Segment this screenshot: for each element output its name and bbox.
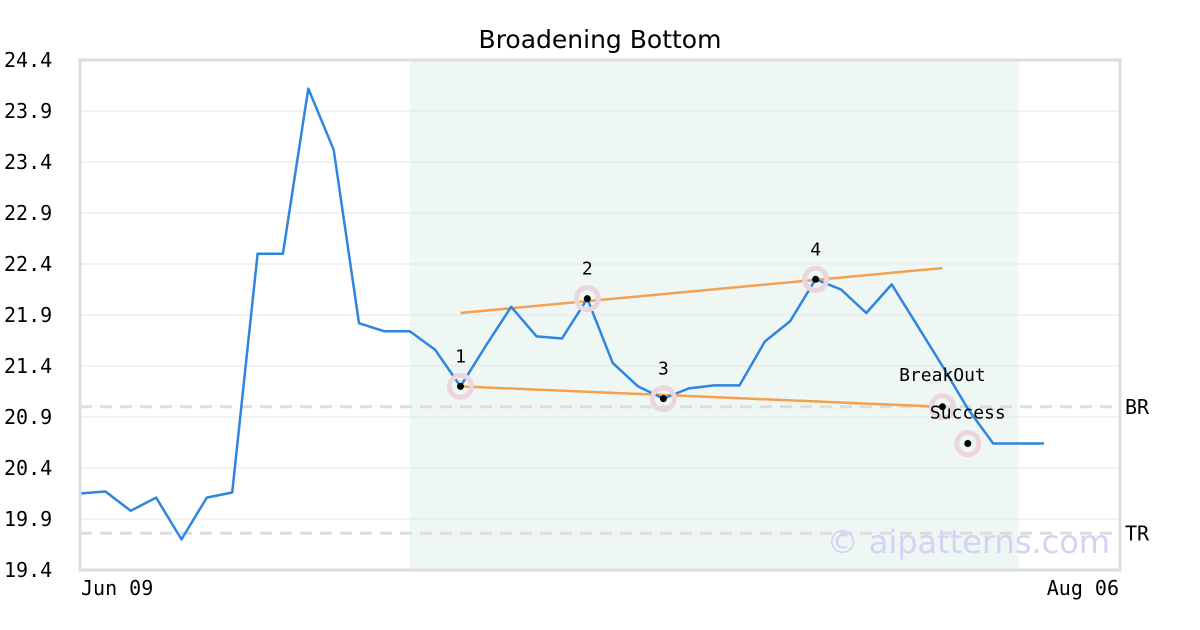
reference-label-br: BR (1125, 395, 1150, 419)
chart-title: Broadening Bottom (479, 25, 722, 54)
pattern-point-label: 1 (455, 346, 466, 367)
pattern-point-ring (649, 385, 677, 413)
trendlines-layer (460, 266, 943, 409)
axis-labels-layer: 24.4 23.9 23.4 22.9 22.4 21.9 21.4 20.9 20.4 19.9… (4, 48, 1119, 600)
pattern-point-ring (954, 430, 982, 458)
pattern-point-dot (659, 395, 667, 403)
y-tick-label: 21.4 (4, 354, 52, 378)
y-tick-label: 23.9 (4, 99, 52, 123)
reference-label-tr: TR (1125, 521, 1150, 545)
watermark-text: © aipatterns.com (827, 523, 1110, 561)
pattern-point-label: 3 (658, 359, 669, 380)
y-tick-label: 19.9 (4, 507, 52, 531)
pattern-point-label: 4 (810, 239, 821, 260)
upper-trendline (460, 266, 943, 315)
y-tick-label: 24.4 (4, 48, 52, 72)
pattern-point-label: Success (930, 403, 1006, 424)
y-tick-label: 22.9 (4, 201, 52, 225)
pattern-point-label: 2 (582, 259, 593, 280)
price-series-line (79, 87, 1044, 541)
pattern-point-ring (446, 372, 474, 400)
x-tick-label: Aug 06 (1047, 576, 1119, 600)
pattern-point-dot (938, 403, 946, 411)
reference-lines-layer: BR TR (80, 395, 1150, 545)
pattern-point-dot (456, 382, 464, 390)
pattern-point-dot (583, 295, 591, 303)
y-tick-label: 22.4 (4, 252, 52, 276)
pattern-point-dot (964, 440, 972, 448)
y-tick-label: 19.4 (4, 558, 52, 582)
plot-frame-layer (78, 58, 1122, 572)
price-series-layer (79, 87, 1044, 541)
y-tick-label: 20.4 (4, 456, 52, 480)
y-tick-label: 21.9 (4, 303, 52, 327)
lower-trendline (460, 385, 943, 409)
pattern-point-ring (802, 265, 830, 293)
y-tick-label: 20.9 (4, 405, 52, 429)
pattern-point-dot (812, 275, 820, 283)
pattern-point-ring (928, 393, 956, 421)
plot-frame (78, 58, 1122, 572)
y-tick-label: 23.4 (4, 150, 52, 174)
pattern-point-label: BreakOut (899, 365, 986, 386)
pattern-points-layer: 1 2 3 4 BreakOut Success (446, 239, 1006, 458)
x-tick-label: Jun 09 (81, 576, 153, 600)
pattern-point-ring (573, 285, 601, 313)
